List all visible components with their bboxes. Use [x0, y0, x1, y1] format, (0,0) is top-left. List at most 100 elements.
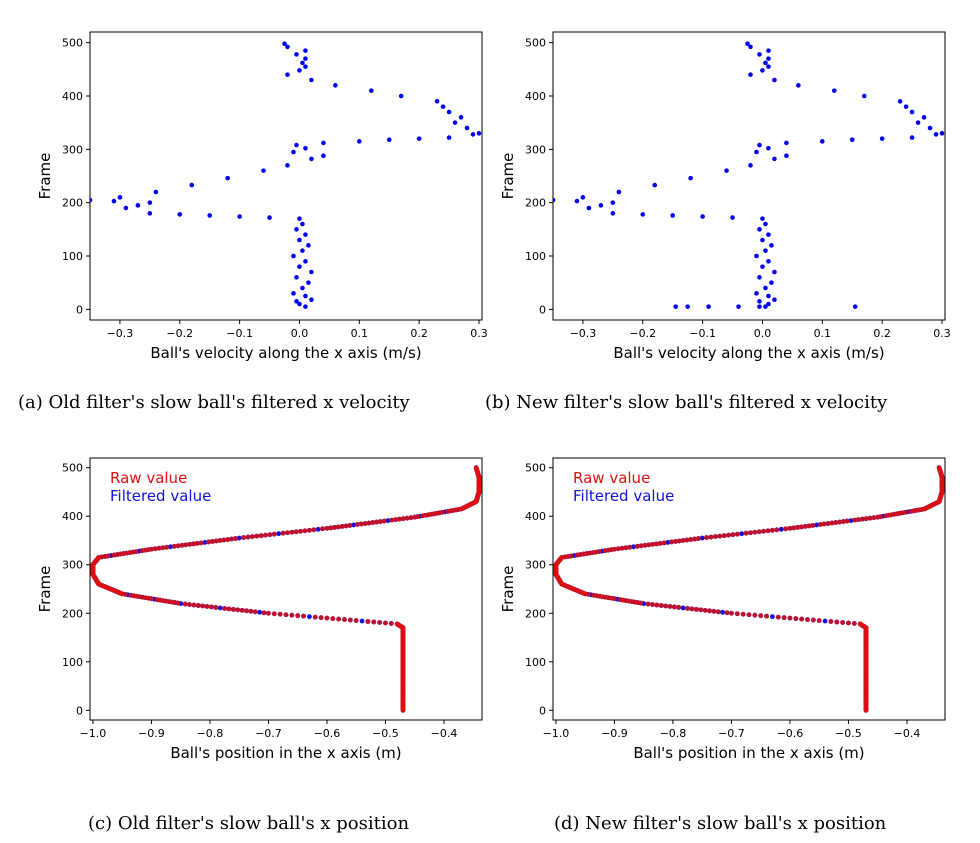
raw-point: [389, 517, 395, 523]
y-tick-label: 500: [62, 37, 83, 50]
data-point: [321, 153, 326, 159]
legend-entry: Filtered value: [573, 487, 674, 505]
raw-point: [752, 529, 758, 535]
raw-point: [672, 604, 677, 610]
raw-point: [834, 619, 840, 625]
axes-frame: [552, 31, 946, 321]
x-tick-label: 0.2: [410, 327, 428, 340]
data-point: [303, 304, 308, 309]
data-point: [757, 304, 762, 309]
data-point: [757, 227, 762, 232]
data-point: [300, 285, 305, 291]
raw-point: [301, 613, 306, 619]
data-point: [294, 52, 299, 57]
data-point: [760, 237, 765, 243]
raw-point: [374, 519, 379, 525]
data-point: [766, 293, 771, 299]
raw-point: [332, 524, 337, 530]
filtered-point: [814, 522, 820, 528]
raw-point: [863, 516, 869, 522]
x-tick-label: −1.0: [80, 727, 107, 740]
raw-point: [225, 537, 231, 542]
raw-point: [770, 527, 775, 533]
data-point: [915, 120, 921, 125]
raw-point: [654, 602, 660, 608]
data-point: [685, 304, 690, 309]
data-point: [207, 213, 212, 218]
raw-point: [844, 518, 850, 524]
raw-point: [867, 515, 873, 521]
raw-point: [833, 520, 839, 525]
raw-point: [371, 619, 377, 625]
data-point: [610, 211, 616, 216]
raw-point: [764, 613, 769, 619]
data-point: [294, 299, 299, 304]
raw-point: [191, 541, 196, 547]
filtered-point: [236, 535, 242, 541]
raw-point: [232, 536, 238, 541]
x-tick-label: 0.3: [933, 327, 951, 340]
data-point: [610, 200, 616, 205]
y-tick-label: 300: [62, 143, 83, 156]
y-axis-label: Frame: [499, 566, 517, 613]
raw-point: [878, 514, 883, 520]
data-point: [123, 205, 129, 211]
raw-point: [692, 536, 697, 542]
raw-point: [707, 608, 712, 614]
data-point: [706, 304, 711, 309]
raw-point: [400, 516, 406, 522]
raw-point: [627, 544, 633, 550]
raw-point: [810, 523, 816, 528]
raw-point: [721, 533, 727, 539]
raw-point: [241, 535, 246, 540]
data-point: [933, 132, 939, 137]
data-point: [849, 137, 855, 143]
data-point: [766, 259, 771, 264]
raw-point: [810, 617, 816, 623]
raw-point: [715, 609, 721, 615]
data-point: [796, 83, 801, 88]
data-point: [772, 156, 777, 162]
filtered-point: [307, 614, 312, 620]
raw-point: [394, 621, 400, 627]
raw-point: [289, 612, 295, 618]
y-tick-label: 100: [525, 656, 546, 669]
data-point: [897, 99, 903, 104]
filtered-point: [665, 540, 671, 545]
y-tick-label: 400: [62, 510, 83, 523]
data-point: [763, 304, 768, 309]
data-point: [416, 136, 422, 141]
raw-point: [206, 539, 212, 545]
raw-point: [673, 539, 678, 544]
raw-point: [684, 537, 690, 543]
raw-point: [289, 529, 295, 535]
raw-point: [799, 524, 804, 530]
raw-point: [689, 606, 695, 612]
filtered-point: [739, 531, 745, 537]
data-point: [879, 136, 885, 141]
y-tick-label: 0: [76, 704, 83, 717]
raw-point: [623, 545, 629, 551]
x-tick-label: 0.1: [814, 327, 832, 340]
raw-point: [663, 603, 669, 609]
raw-point: [365, 619, 371, 624]
data-point: [300, 221, 305, 227]
data-point: [745, 41, 750, 47]
raw-point: [347, 617, 353, 623]
data-point: [446, 135, 452, 140]
raw-point: [743, 530, 749, 536]
raw-point: [746, 612, 752, 618]
raw-point: [258, 533, 264, 539]
raw-point: [702, 607, 708, 613]
legend-entry: Filtered value: [110, 487, 211, 505]
plot-area: [553, 465, 945, 713]
data-point: [748, 44, 753, 50]
x-tick-label: −0.6: [314, 727, 341, 740]
y-tick-label: 500: [525, 462, 546, 475]
raw-point: [194, 540, 200, 546]
data-point: [321, 140, 326, 146]
data-point: [470, 132, 476, 137]
raw-point: [339, 524, 345, 529]
y-axis-label: Frame: [499, 153, 517, 200]
raw-point: [318, 615, 324, 621]
